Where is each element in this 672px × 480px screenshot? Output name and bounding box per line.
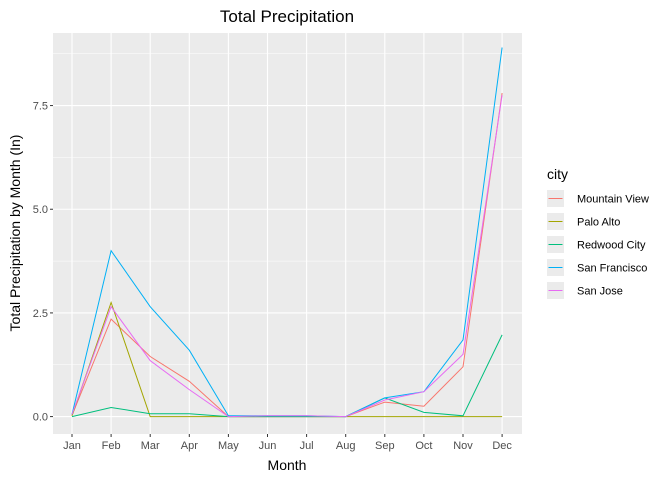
series-lines — [71, 47, 503, 418]
x-axis: Jan Feb Mar Apr May Jun Jul Aug Sep Oct Nov Dec — [63, 434, 512, 452]
x-axis-title: Month — [268, 457, 307, 473]
x-tick-label: May — [218, 440, 239, 452]
x-tick-label: Aug — [336, 440, 356, 452]
x-tick-label: Nov — [453, 440, 473, 452]
legend-label-redwood-city: Redwood City — [577, 240, 646, 252]
y-axis: 0.0 2.5 5.0 7.5 — [33, 101, 53, 424]
legend-title: city — [547, 166, 568, 182]
legend: city Mountain View Palo Alto Redwood City S… — [547, 166, 649, 299]
x-tick-label: Jan — [63, 440, 81, 452]
y-tick-label: 7.5 — [33, 101, 48, 113]
legend-label-san-jose: San Jose — [577, 286, 623, 298]
x-tick-label: Feb — [102, 440, 121, 452]
y-tick-label: 2.5 — [33, 308, 48, 320]
legend-label-mountain-view: Mountain View — [577, 194, 649, 206]
x-tick-label: Sep — [375, 440, 395, 452]
plot-panel — [53, 33, 522, 434]
chart-title: Total Precipitation — [220, 7, 354, 26]
legend-label-san-francisco: San Francisco — [577, 263, 647, 275]
legend-items: Mountain View Palo Alto Redwood City San Fr… — [547, 190, 649, 299]
y-tick-label: 5.0 — [33, 204, 48, 216]
x-tick-label: Apr — [181, 440, 198, 452]
y-tick-label: 0.0 — [33, 412, 48, 424]
series-line-redwood-city — [71, 334, 503, 418]
legend-label-palo-alto: Palo Alto — [577, 217, 620, 229]
x-tick-label: Jul — [300, 440, 314, 452]
y-axis-title: Total Precipitation by Month (In) — [7, 135, 23, 332]
x-tick-label: Oct — [415, 440, 432, 452]
grid-major — [53, 33, 522, 434]
x-tick-label: Dec — [492, 440, 512, 452]
x-tick-label: Jun — [259, 440, 277, 452]
series-line-san-jose — [71, 95, 503, 418]
x-tick-label: Mar — [141, 440, 160, 452]
